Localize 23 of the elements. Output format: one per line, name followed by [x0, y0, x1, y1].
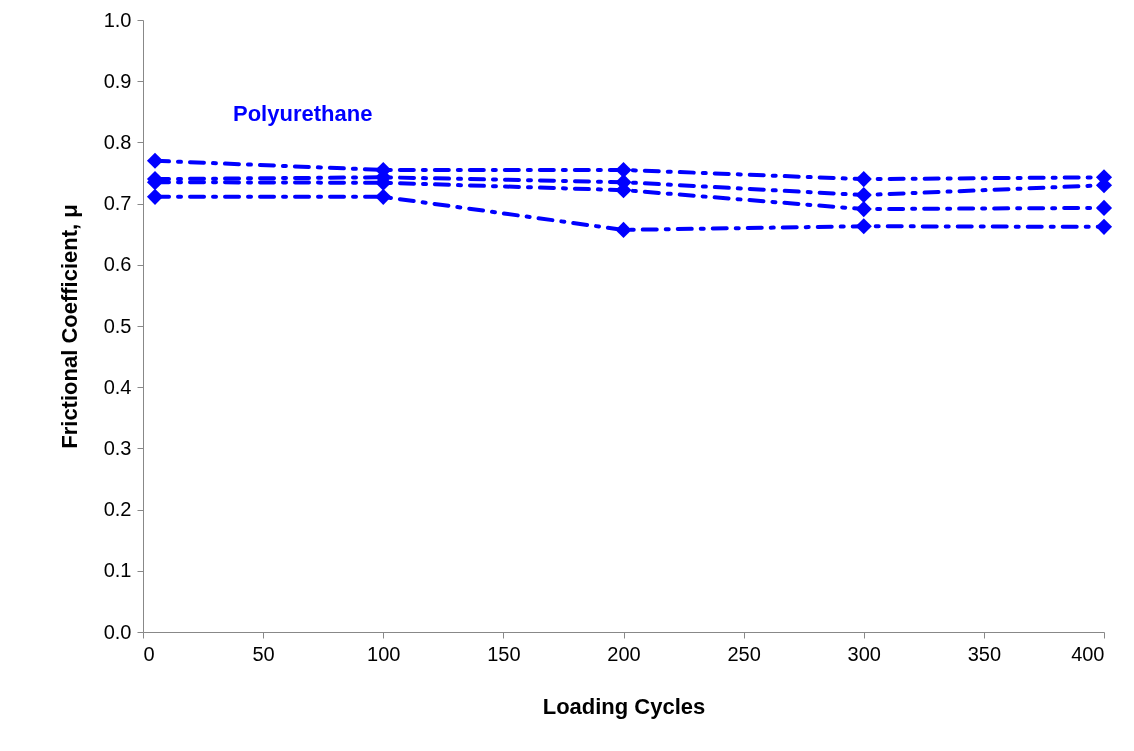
y-tick-label: 0.1: [103, 559, 132, 582]
y-tick-label: 0.0: [103, 620, 132, 643]
y-tick-label: 0.3: [103, 436, 132, 459]
x-tick-label: 250: [727, 642, 761, 665]
x-tick-label: 200: [607, 642, 641, 665]
x-tick-label: 0: [143, 642, 155, 665]
x-tick-label: 100: [367, 642, 401, 665]
y-tick-label: 0.5: [103, 314, 132, 337]
x-tick-label: 50: [252, 642, 275, 665]
y-tick-label: 0.9: [103, 69, 132, 92]
x-tick-label: 300: [847, 642, 881, 665]
x-tick-label: 150: [487, 642, 521, 665]
y-tick-label: 0.8: [103, 130, 132, 153]
annotation: Polyurethane: [233, 101, 373, 126]
y-tick-label: 1.0: [103, 8, 132, 31]
x-tick-label: 400: [1071, 642, 1105, 665]
y-tick-label: 0.2: [103, 498, 132, 521]
x-tick-label: 350: [967, 642, 1002, 665]
y-axis-title: Frictional Coefficient, μ: [56, 204, 82, 449]
x-axis-title: Loading Cycles: [542, 693, 706, 719]
y-tick-label: 0.6: [103, 253, 132, 276]
y-tick-label: 0.4: [103, 375, 132, 398]
y-tick-label: 0.7: [103, 192, 132, 215]
